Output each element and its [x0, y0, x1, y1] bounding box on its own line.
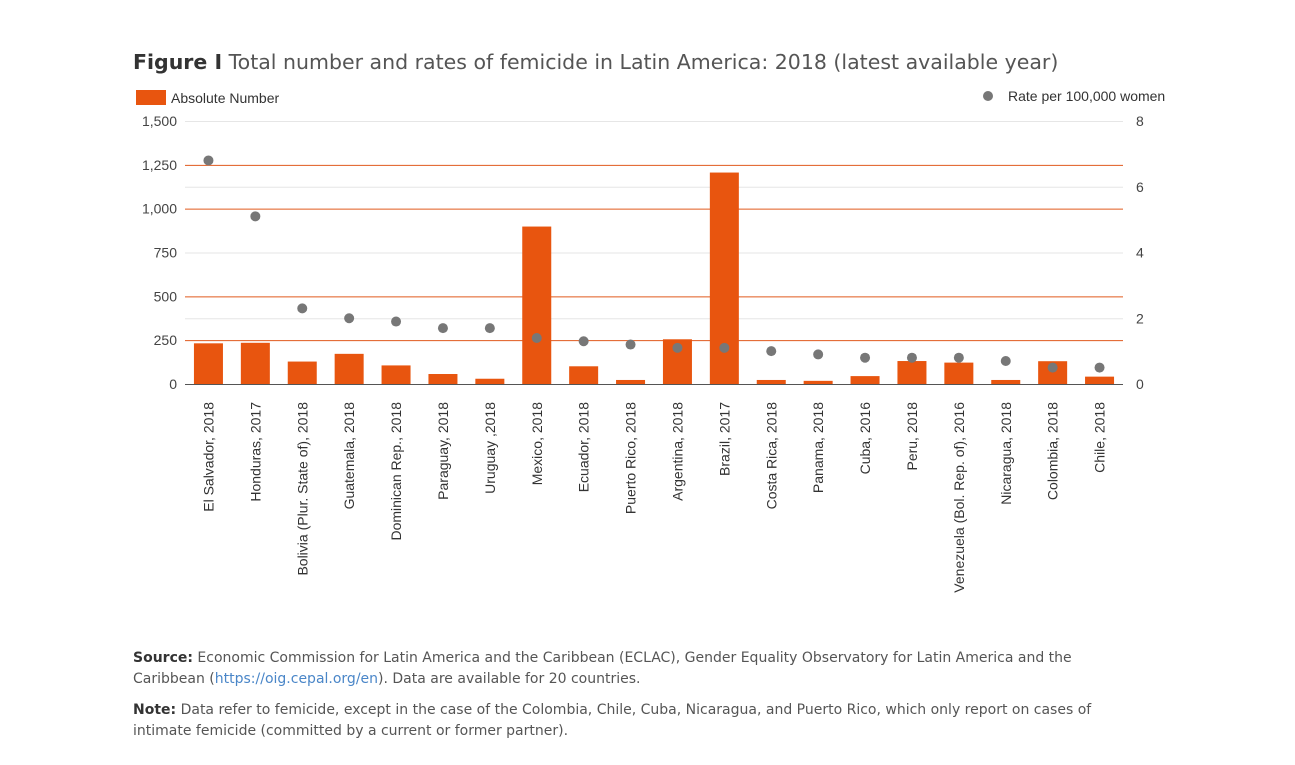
- bar: [897, 361, 927, 384]
- y-left-tick-label: 0: [169, 376, 177, 392]
- rate-dot: [906, 352, 917, 363]
- x-tick-label: Colombia, 2018: [1045, 402, 1061, 500]
- x-tick-label: Guatemala, 2018: [341, 402, 357, 510]
- y-left-tick-label: 1,000: [142, 201, 177, 217]
- x-tick-label: Peru, 2018: [904, 402, 920, 471]
- bar: [287, 361, 317, 384]
- bars: [193, 172, 1115, 384]
- rate-dot: [1094, 362, 1105, 373]
- bar: [428, 374, 458, 384]
- rate-dot: [297, 303, 308, 314]
- note-text: Data refer to femicide, except in the ca…: [133, 702, 1092, 739]
- bar: [944, 362, 974, 384]
- x-tick-label: El Salvador, 2018: [200, 402, 216, 512]
- rate-dot: [203, 155, 214, 166]
- x-tick-label: Dominican Rep., 2018: [388, 402, 404, 541]
- rate-dot: [1047, 362, 1058, 373]
- bar: [803, 380, 833, 384]
- bar: [1038, 361, 1068, 384]
- x-tick-label: Cuba, 2016: [857, 402, 873, 475]
- y-right-tick-label: 2: [1136, 310, 1144, 326]
- x-tick-label: Bolivia (Plur. State of), 2018: [294, 402, 310, 576]
- bar: [193, 343, 223, 384]
- source-paren: (: [209, 671, 215, 687]
- bar: [1085, 376, 1115, 384]
- x-tick-label: Honduras, 2017: [247, 402, 263, 502]
- y-right-tick-label: 6: [1136, 179, 1144, 195]
- y-left-tick-label: 500: [154, 288, 178, 304]
- chart: 0 250 500 750 1,000 1,250 1,500 0 2 4 6 8 El Salva…: [136, 88, 1165, 593]
- bar: [475, 378, 505, 384]
- source-after: ). Data are available for 20 countries.: [378, 671, 641, 687]
- x-tick-label: Argentina, 2018: [669, 402, 685, 501]
- legend-bar-swatch: [136, 90, 166, 105]
- rate-dot: [344, 313, 355, 324]
- rate-dot: [719, 342, 730, 353]
- bar: [381, 365, 411, 384]
- figure-title: Figure I Total number and rates of femic…: [133, 50, 1058, 74]
- bar: [616, 379, 646, 384]
- rate-dot: [860, 352, 871, 363]
- rate-dot: [625, 339, 636, 350]
- y-right-tick-label: 4: [1136, 245, 1144, 261]
- bar: [334, 353, 364, 384]
- rate-dot: [437, 323, 448, 334]
- bar: [991, 379, 1021, 384]
- source-text: Economic Commission for Latin America an…: [133, 650, 1072, 687]
- x-tick-label: Costa Rica, 2018: [763, 402, 779, 510]
- y-axis-left: 0 250 500 750 1,000 1,250 1,500: [142, 113, 177, 392]
- source-label: Source:: [133, 650, 193, 666]
- rate-dot: [813, 349, 824, 360]
- source-link[interactable]: https://oig.cepal.org/en: [214, 671, 379, 687]
- legend-bar-label: Absolute Number: [171, 90, 280, 106]
- rate-dot: [484, 323, 495, 334]
- grid-lines: [185, 121, 1123, 385]
- bar: [756, 379, 786, 384]
- bar: [850, 376, 880, 384]
- y-left-tick-label: 1,500: [142, 113, 177, 129]
- x-tick-label: Puerto Rico, 2018: [623, 402, 639, 514]
- x-tick-label: Uruguay ,2018: [482, 402, 498, 494]
- figure-label: Figure I: [133, 50, 223, 74]
- x-tick-label: Chile, 2018: [1092, 402, 1108, 473]
- bar: [522, 226, 552, 384]
- x-tick-label: Brazil, 2017: [716, 402, 732, 476]
- legend-dot-swatch: [983, 91, 993, 101]
- rate-dot: [766, 346, 777, 357]
- y-left-tick-label: 1,250: [142, 157, 177, 173]
- y-right-tick-label: 8: [1136, 113, 1144, 129]
- y-right-tick-label: 0: [1136, 376, 1144, 392]
- rate-dot: [953, 352, 964, 363]
- figure-title-text: Total number and rates of femicide in La…: [228, 50, 1059, 74]
- rate-dot: [391, 316, 402, 327]
- x-tick-label: Mexico, 2018: [529, 402, 545, 485]
- legend: Absolute Number Rate per 100,000 women: [136, 88, 1165, 106]
- bar: [240, 342, 270, 384]
- bar: [569, 366, 599, 384]
- rate-dots: [203, 155, 1105, 373]
- x-axis-labels: El Salvador, 2018 Honduras, 2017 Bolivia (…: [200, 402, 1107, 593]
- rate-dot: [250, 211, 261, 222]
- x-tick-label: Ecuador, 2018: [576, 402, 592, 493]
- rate-dot: [1000, 355, 1011, 366]
- x-tick-label: Panama, 2018: [810, 402, 826, 493]
- y-axis-right: 0 2 4 6 8: [1136, 113, 1144, 392]
- x-tick-label: Paraguay, 2018: [435, 402, 451, 500]
- y-left-tick-label: 750: [154, 245, 178, 261]
- note: Note: Data refer to femicide, except in …: [133, 700, 1143, 742]
- y-left-tick-label: 250: [154, 332, 178, 348]
- rate-dot: [672, 342, 683, 353]
- x-tick-label: Nicaragua, 2018: [998, 402, 1014, 505]
- rate-dot: [578, 336, 589, 347]
- legend-dot-label: Rate per 100,000 women: [1008, 88, 1165, 104]
- note-label: Note:: [133, 702, 177, 718]
- source-note: Source: Economic Commission for Latin Am…: [133, 648, 1143, 690]
- x-tick-label: Venezuela (Bol. Rep. of), 2016: [951, 402, 967, 593]
- rate-dot: [531, 332, 542, 343]
